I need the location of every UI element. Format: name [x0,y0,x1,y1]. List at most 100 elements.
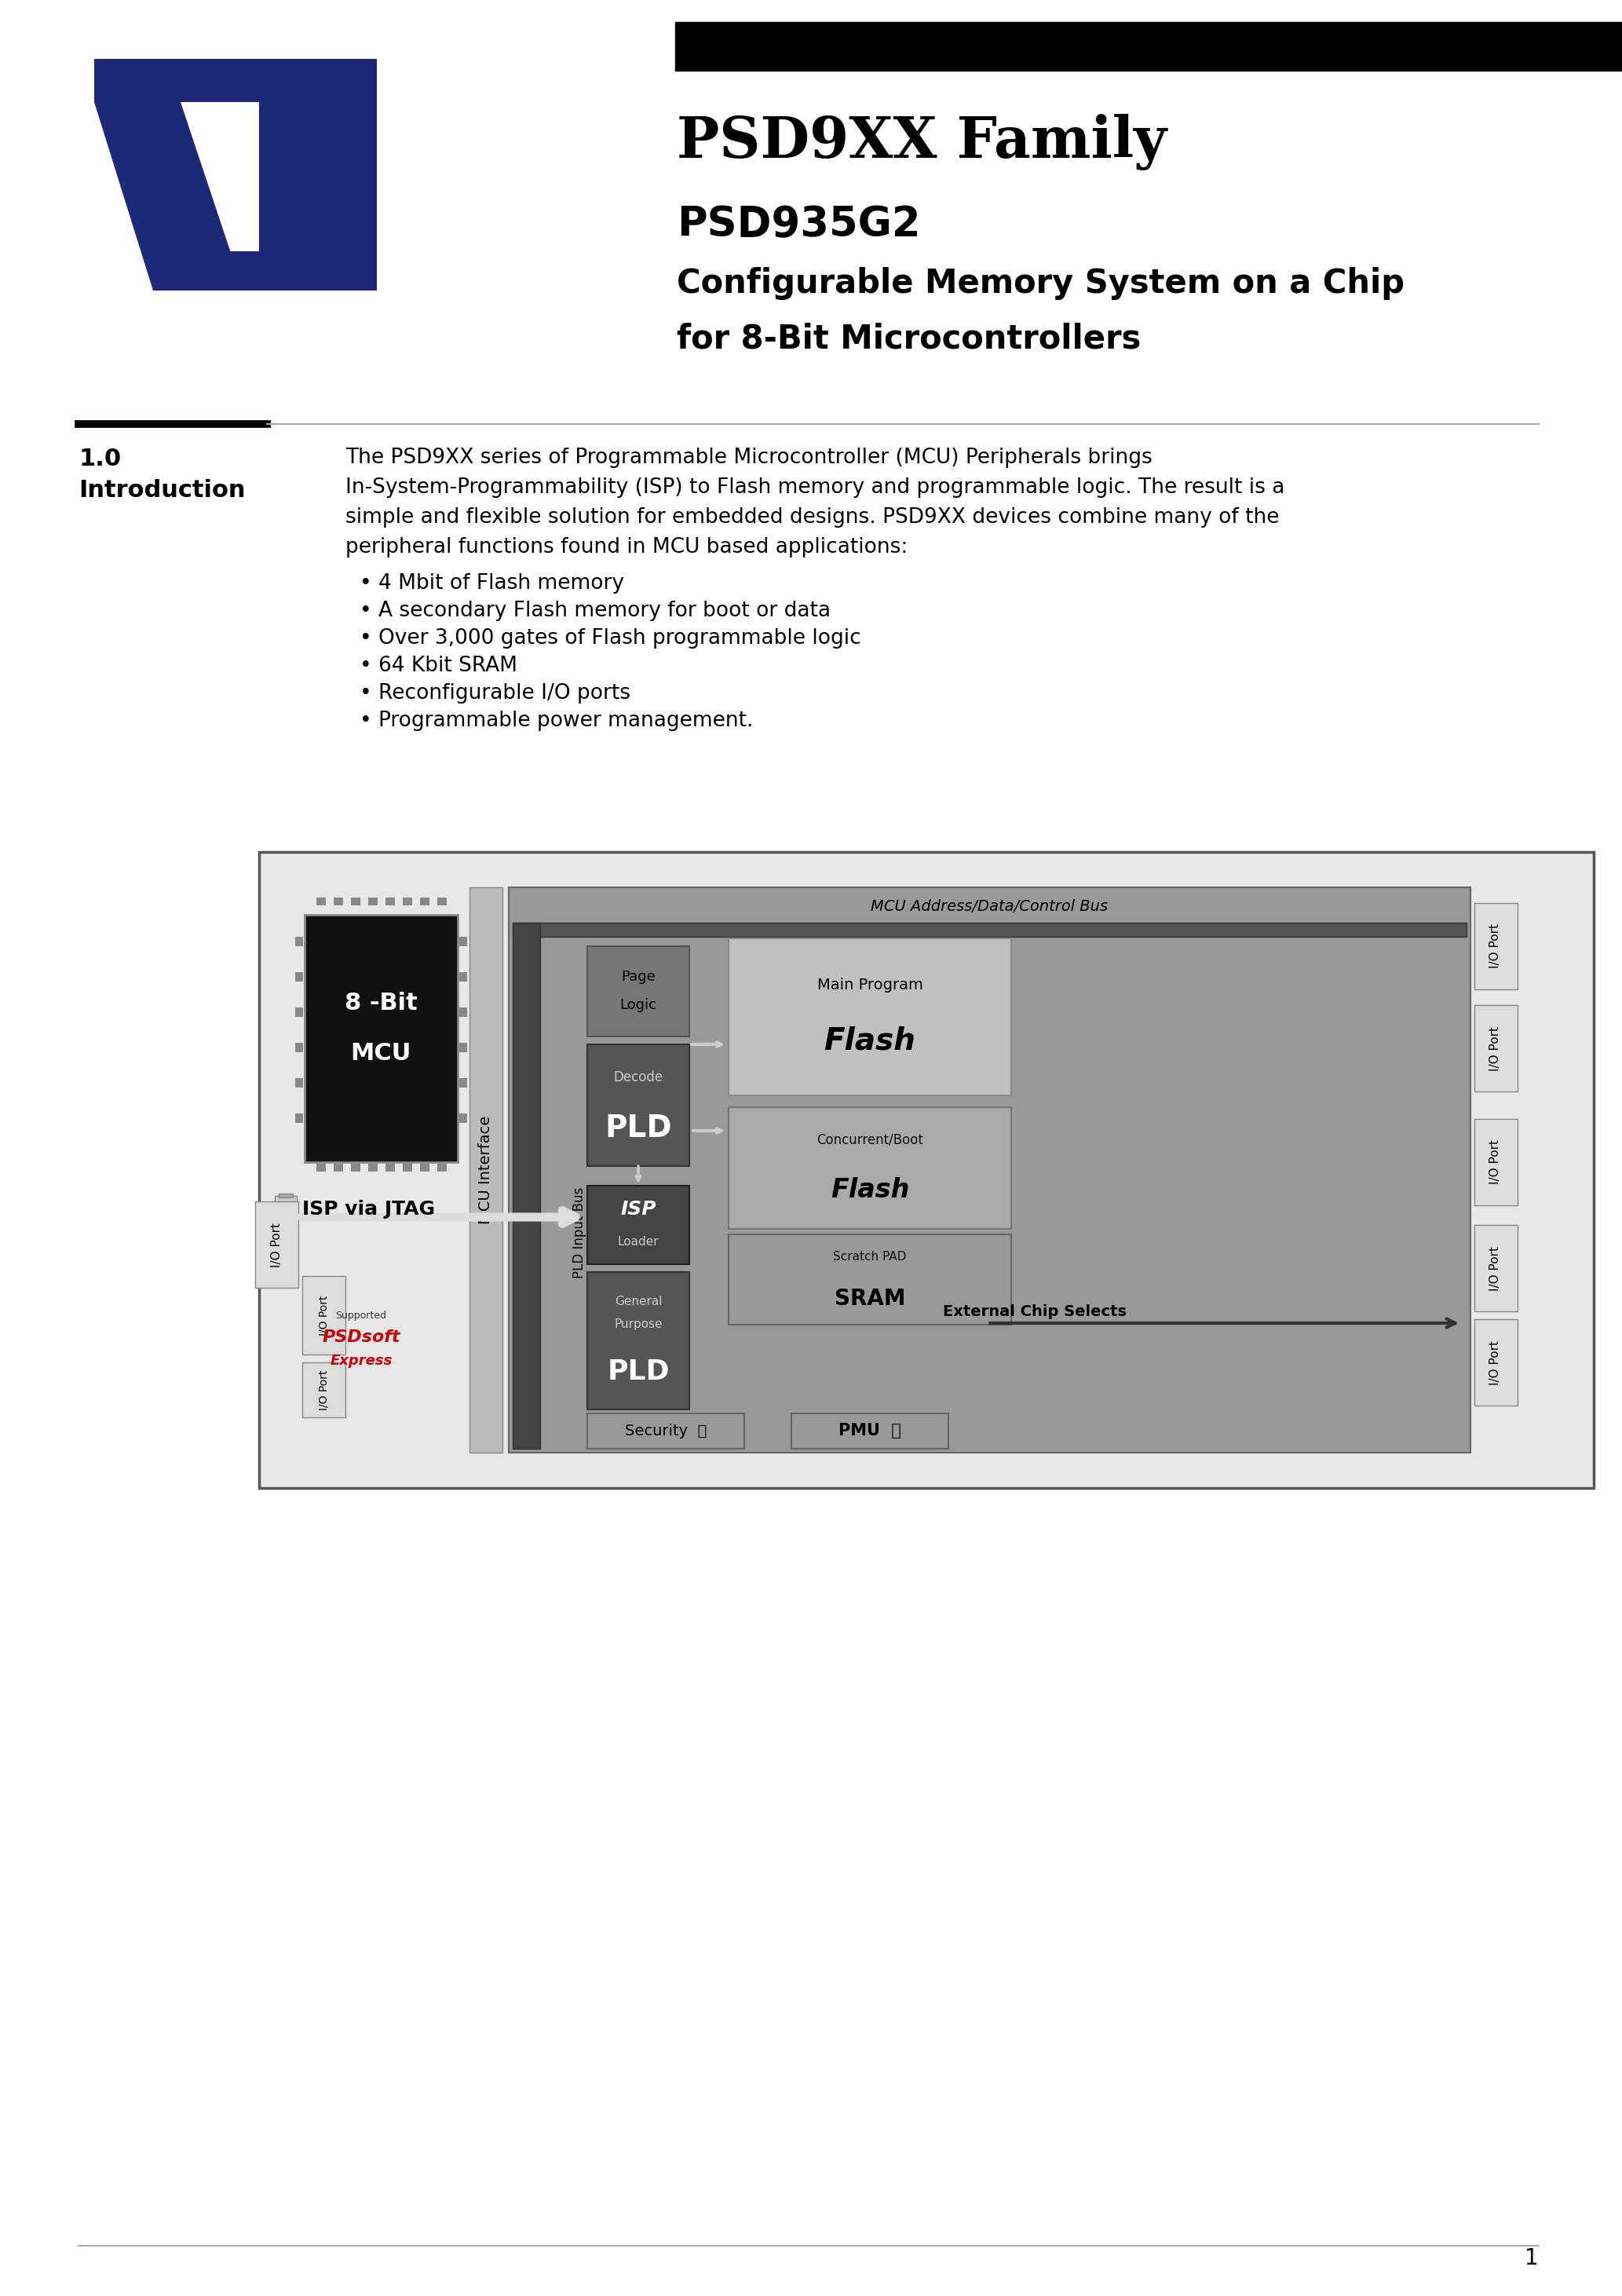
Text: General: General [615,1295,662,1306]
Text: Express: Express [329,1355,393,1368]
Bar [459,1114,467,1123]
Bar [728,1235,1011,1325]
Bar [1474,902,1518,990]
Bar [1474,1006,1518,1091]
Bar [420,1164,430,1171]
Bar [459,1008,467,1017]
Bar [274,1196,297,1228]
Text: Decode: Decode [613,1070,663,1084]
Text: Logic: Logic [620,999,657,1013]
Bar [368,1164,378,1171]
Bar [368,898,378,905]
Bar [386,898,394,905]
Text: • 4 Mbit of Flash memory: • 4 Mbit of Flash memory [360,574,624,595]
Bar [587,1414,744,1449]
Text: • Over 3,000 gates of Flash programmable logic: • Over 3,000 gates of Flash programmable… [360,629,861,647]
Bar [587,946,689,1035]
Text: ISP: ISP [620,1201,657,1219]
Text: Scratch PAD: Scratch PAD [834,1251,907,1263]
Bar [350,1164,360,1171]
Bar [402,898,412,905]
Bar [295,971,303,980]
Text: • Reconfigurable I/O ports: • Reconfigurable I/O ports [360,684,631,703]
Text: for 8-Bit Microcontrollers: for 8-Bit Microcontrollers [676,321,1140,356]
Text: Page: Page [621,969,655,985]
Bar [459,971,467,980]
Polygon shape [94,60,376,101]
Bar [295,1114,303,1123]
Text: ISP via JTAG: ISP via JTAG [302,1201,435,1219]
Bar [587,1045,689,1166]
Bar [420,898,430,905]
Bar [1474,1226,1518,1311]
Bar [728,1107,1011,1228]
Text: PSDsoft: PSDsoft [323,1329,401,1345]
Bar [675,23,1622,71]
Text: simple and flexible solution for embedded designs. PSD9XX devices combine many o: simple and flexible solution for embedde… [345,507,1280,528]
Bar [279,1228,294,1231]
Bar [728,939,1011,1095]
Text: Flash: Flash [824,1026,916,1056]
Bar [459,937,467,946]
Text: 1.0: 1.0 [78,448,122,471]
Bar [459,1079,467,1088]
Bar [1474,1320,1518,1405]
Text: PMU  🔧: PMU 🔧 [839,1424,902,1440]
Bar [509,886,1471,1453]
Bar [316,1164,326,1171]
Text: • 64 Kbit SRAM: • 64 Kbit SRAM [360,657,517,675]
Bar [513,923,1466,937]
Bar [260,852,1594,1488]
Text: • Programmable power management.: • Programmable power management. [360,712,753,730]
Bar [587,1272,689,1410]
Text: Main Program: Main Program [817,978,923,992]
Text: I/O Port: I/O Port [1489,1247,1502,1290]
Bar [402,1164,412,1171]
Bar [295,1079,303,1088]
Text: peripheral functions found in MCU based applications:: peripheral functions found in MCU based … [345,537,908,558]
Text: I/O Port: I/O Port [1489,1026,1502,1070]
Text: 1: 1 [1525,2248,1539,2268]
Polygon shape [152,250,376,292]
Text: Concurrent/Boot: Concurrent/Boot [816,1134,923,1148]
Text: MCU Interface: MCU Interface [478,1116,493,1224]
Bar [792,1414,949,1449]
Bar [295,937,303,946]
Bar [295,1042,303,1052]
Bar [350,898,360,905]
Text: Loader: Loader [618,1235,659,1249]
Bar [302,1277,345,1355]
Text: PLD: PLD [605,1114,672,1143]
Bar [438,898,446,905]
Bar [469,886,503,1453]
Bar [334,898,344,905]
Text: PLD: PLD [607,1359,670,1384]
Text: Introduction: Introduction [78,480,245,503]
Bar [316,898,326,905]
Bar [295,1008,303,1017]
Bar [305,914,457,1162]
Text: MCU Address/Data/Control Bus: MCU Address/Data/Control Bus [871,900,1108,914]
Bar [334,1164,344,1171]
Text: I/O Port: I/O Port [318,1295,329,1336]
Text: PSD9XX Family: PSD9XX Family [676,115,1166,170]
Bar [459,1042,467,1052]
Text: • A secondary Flash memory for boot or data: • A secondary Flash memory for boot or d… [360,602,830,622]
Text: Security  🔒: Security 🔒 [624,1424,707,1437]
Text: PLD Input Bus: PLD Input Bus [573,1187,587,1279]
Bar [438,1164,446,1171]
Text: Purpose: Purpose [615,1318,662,1332]
Text: The PSD9XX series of Programmable Microcontroller (MCU) Peripherals brings: The PSD9XX series of Programmable Microc… [345,448,1152,468]
Bar [513,923,540,1449]
Text: 8 -Bit: 8 -Bit [344,992,417,1015]
Text: I/O Port: I/O Port [271,1221,282,1267]
Text: I/O Port: I/O Port [318,1371,329,1410]
Text: PSD935G2: PSD935G2 [676,204,921,246]
Text: External Chip Selects: External Chip Selects [942,1304,1127,1318]
Bar [302,1362,345,1417]
Text: Configurable Memory System on a Chip: Configurable Memory System on a Chip [676,266,1405,301]
Text: I/O Port: I/O Port [1489,1139,1502,1185]
Polygon shape [94,101,243,292]
Text: Flash: Flash [830,1176,910,1203]
Text: I/O Port: I/O Port [1489,1341,1502,1384]
